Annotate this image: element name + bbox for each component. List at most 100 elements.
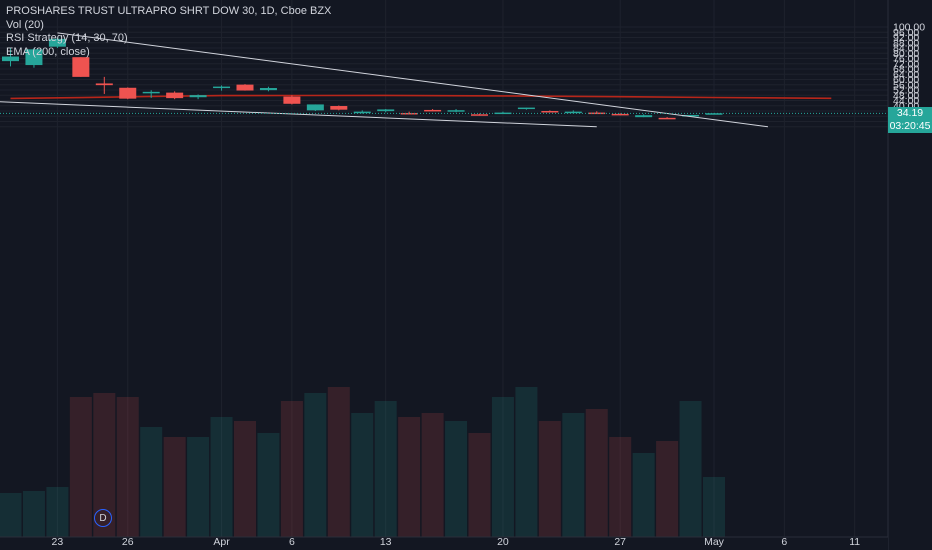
volume-bar [257,433,280,537]
volume-bar [69,397,92,537]
price-tick-label: 92.00 [893,32,919,44]
trendline [57,32,769,128]
volume-bar [163,437,186,537]
time-tick-label: 23 [52,536,64,548]
time-tick-label: May [704,536,725,548]
volume-bar [93,393,116,537]
volume-bar [703,477,725,537]
candle-body [400,112,418,115]
candle-body [377,109,395,112]
time-tick-label: 20 [497,536,509,548]
volume-bar [468,433,491,537]
dividend-badge[interactable]: D [94,509,112,527]
candle-body [471,114,488,116]
candle-body [353,111,371,114]
volume-bar [374,401,397,537]
volume-bar [515,387,538,537]
volume-bar [280,401,303,537]
candle-body [2,56,19,62]
candle-body [259,88,277,91]
time-axis-bg [0,537,888,550]
volume-bar [421,413,444,537]
candle-body [48,38,66,47]
volume-bar [234,421,256,537]
candle-body [447,110,465,112]
volume-bar [656,441,679,537]
candle-body [142,91,160,94]
chart-legend: PROSHARES TRUST ULTRAPRO SHRT DOW 30, 1D… [6,5,331,59]
time-tick-label: 13 [380,536,392,548]
candle-body [166,92,184,99]
price-tick-label: 100.00 [893,22,925,34]
candle-body [658,117,676,120]
volume-bar [22,491,45,537]
ema-200-line [10,94,832,100]
candle-body [189,95,207,98]
price-tick-label: 80.00 [893,48,919,60]
last-price-tag: 34.19 [888,106,932,120]
bar-countdown-tag: 03:20:45 [888,119,932,133]
price-tick-label: 60.00 [893,74,919,86]
candle-body [236,84,254,91]
time-tick-label: 27 [614,536,626,548]
candle-body [635,115,653,118]
price-tick-label: 44.00 [893,95,919,107]
price-tick-label: 64.00 [893,69,919,81]
price-axis[interactable]: 100.0096.0092.0088.0084.0080.0076.0072.0… [887,0,932,550]
candle-body [119,87,137,99]
volume-indicator-label[interactable]: Vol (20) [6,18,44,31]
price-tick-label: 68.00 [893,64,919,76]
volume-bar [210,417,233,537]
volume-bar [491,397,514,537]
price-tick-label: 72.00 [893,58,919,70]
price-tick-label: 76.00 [893,53,919,65]
candle-body [705,113,723,115]
candle-body [95,83,113,86]
price-tick-label: 96.00 [893,27,919,39]
candle-body [283,96,301,104]
time-axis[interactable]: 23 26 Apr 6 13 20 27 May 6 11 [0,536,888,550]
volume-bar [632,453,655,537]
candle-body [25,49,43,66]
rsi-strategy-label[interactable]: RSI Strategy (14, 30, 70) [6,32,128,44]
candlesticks[interactable] [2,37,723,120]
volume-bar [140,427,163,537]
candle-body [611,113,629,116]
volume-bar [351,413,374,537]
candle-body [564,111,582,114]
price-tick-label: 88.00 [893,37,919,49]
candle-body [517,107,535,110]
symbol-title[interactable]: PROSHARES TRUST ULTRAPRO SHRT DOW 30, 1D… [6,5,332,17]
candle-body [213,86,231,89]
volume-bar [445,421,468,537]
candle-body [682,114,700,117]
ema-indicator-label[interactable]: EMA (200, close) [6,45,90,58]
price-tick-label: 48.00 [893,90,919,102]
candle-body [494,112,512,115]
price-tick-label: 52.00 [893,85,919,97]
time-tick-label: Apr [213,536,230,548]
volume-bar [116,397,139,537]
volume-bar [398,417,421,537]
volume-bar [562,413,585,537]
time-tick-label: 26 [122,536,134,548]
volume-bar [609,437,632,537]
volume-bar [187,437,210,537]
candle-body [306,104,324,111]
price-tick-label: 84.00 [893,43,919,55]
volume-bars [0,387,725,537]
candle-body [424,109,442,112]
time-tick-label: 11 [849,536,860,548]
trendlines[interactable] [0,32,769,128]
volume-bar [304,393,327,537]
time-tick-label: 6 [781,536,787,548]
candle-body [330,106,348,110]
volume-bar [679,401,702,537]
volume-bar [538,421,561,537]
candle-body [541,111,559,113]
volume-bar [585,409,608,537]
price-axis-bg [888,0,932,550]
ema-line [10,94,832,100]
price-tick-label: 56.00 [893,79,919,91]
